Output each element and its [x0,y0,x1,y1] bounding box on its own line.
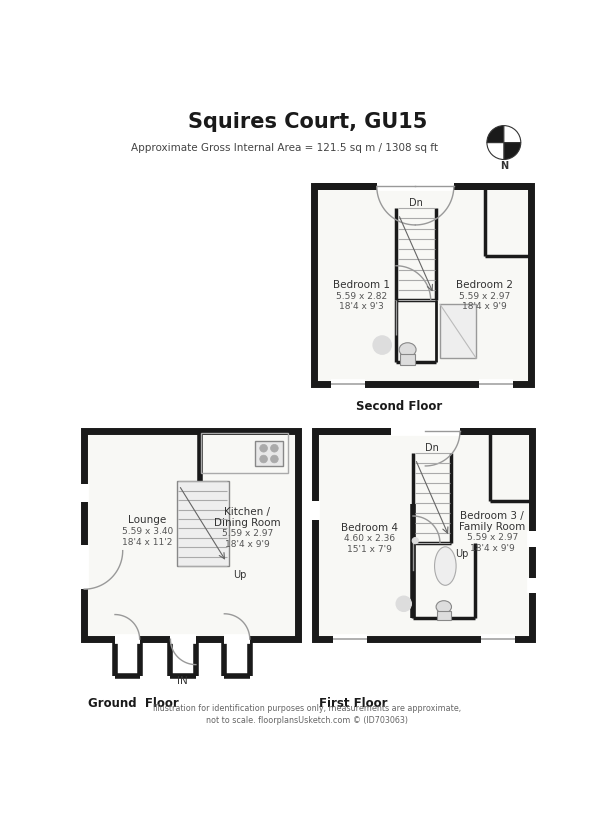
Text: N: N [500,160,508,170]
Text: IN: IN [178,676,188,686]
Text: Bedroom 1: Bedroom 1 [333,280,390,290]
Text: Bedroom 3 /: Bedroom 3 / [460,511,524,521]
Text: Up: Up [233,570,246,579]
Text: Illustration for identification purposes only, measurements are approximate,: Illustration for identification purposes… [154,704,461,713]
Text: Dn: Dn [409,199,423,209]
Text: Kitchen /: Kitchen / [224,507,271,517]
Circle shape [271,455,278,463]
Text: 18'4 x 9'9: 18'4 x 9'9 [470,544,515,553]
Bar [201,433,288,473]
Text: 5.59 x 3.40: 5.59 x 3.40 [122,527,173,536]
Circle shape [373,336,391,354]
Text: Approximate Gross Internal Area = 121.5 sq m / 1308 sq ft: Approximate Gross Internal Area = 121.5 … [131,143,438,153]
Text: 18'4 x 9'9: 18'4 x 9'9 [225,540,270,549]
Bar [84,432,298,640]
Circle shape [396,596,412,611]
Text: 4.60 x 2.36: 4.60 x 2.36 [344,534,395,543]
Bar [437,610,451,620]
Bar [255,442,283,466]
Text: 18'4 x 9'3: 18'4 x 9'3 [339,302,384,311]
Text: 18'4 x 11'2: 18'4 x 11'2 [122,538,173,547]
Text: Lounge: Lounge [128,515,166,525]
Text: 5.59 x 2.82: 5.59 x 2.82 [336,292,387,301]
Bar [400,354,415,365]
Circle shape [260,444,268,452]
Text: 5.59 x 2.97: 5.59 x 2.97 [459,292,510,301]
Bar [440,304,476,358]
Text: 5.59 x 2.97: 5.59 x 2.97 [467,533,518,542]
Text: Squires Court, GU15: Squires Court, GU15 [188,112,427,132]
Bar [314,186,531,383]
Circle shape [271,444,278,452]
Text: Family Room: Family Room [459,522,526,532]
Text: First Floor: First Floor [319,697,388,710]
Ellipse shape [399,342,416,357]
Text: Bedroom 2: Bedroom 2 [456,280,513,290]
Wedge shape [504,125,521,143]
Circle shape [412,538,418,544]
Text: Dn: Dn [425,443,439,453]
Text: Up: Up [455,549,469,559]
Text: Dining Room: Dining Room [214,518,281,528]
Text: not to scale. floorplansUsketch.com © (ID703063): not to scale. floorplansUsketch.com © (I… [206,716,409,725]
Wedge shape [487,143,504,159]
Ellipse shape [434,547,456,585]
Circle shape [260,455,268,463]
Text: Bedroom 4: Bedroom 4 [341,523,398,533]
Ellipse shape [436,600,451,613]
Text: 5.59 x 2.97: 5.59 x 2.97 [222,529,273,539]
Wedge shape [487,125,504,143]
Text: 18'4 x 9'9: 18'4 x 9'9 [462,302,507,311]
Text: 15'1 x 7'9: 15'1 x 7'9 [347,544,392,554]
Bar [176,481,229,566]
Text: Second Floor: Second Floor [356,401,442,413]
Bar [315,432,532,640]
Wedge shape [504,143,521,159]
Text: Ground  Floor: Ground Floor [88,697,179,710]
